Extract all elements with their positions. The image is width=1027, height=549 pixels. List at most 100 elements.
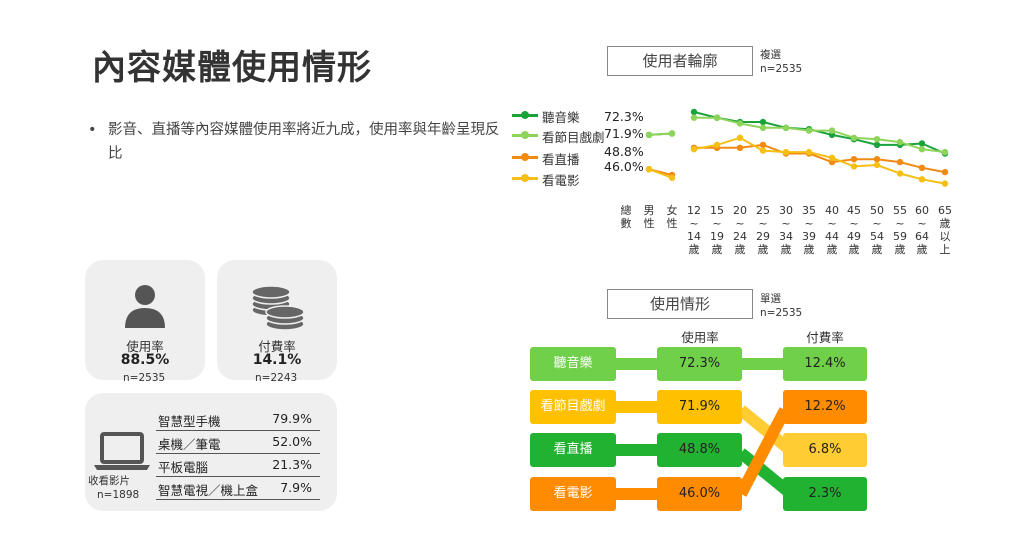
flow-usage-watch-shows: 71.9% (657, 390, 742, 424)
device-row: 平板電腦 21.3% (156, 454, 320, 477)
x-tick-label: 35~39歲 (802, 204, 816, 256)
summary-bullet: • 影音、直播等內容媒體使用率將近九成，使用率與年齡呈現反比 (88, 118, 500, 166)
data-point (668, 174, 676, 181)
usage-rate-n: n=2535 (123, 372, 166, 384)
x-tick-label: 20~24歲 (733, 204, 747, 256)
data-point (873, 161, 881, 169)
flow-usage-watch-live: 48.8% (657, 433, 742, 467)
legend-marker (521, 111, 529, 119)
total-value-label: 72.3% (604, 109, 644, 124)
data-point (828, 154, 836, 161)
x-tick-label: 40~44歲 (825, 204, 839, 256)
data-point (896, 138, 904, 146)
data-point (759, 147, 767, 154)
usage-rate-label: 使用率 (126, 339, 164, 354)
data-point (713, 114, 721, 121)
legend-label: 看節目戲劇 (542, 130, 605, 145)
device-value: 21.3% (272, 457, 312, 472)
data-point (690, 108, 698, 116)
data-point (713, 141, 721, 149)
total-value-label: 46.0% (604, 159, 644, 174)
data-point (759, 141, 767, 149)
x-tick-label: 男性 (643, 204, 655, 230)
profile-line-chart (645, 108, 949, 187)
series-line (693, 111, 946, 155)
flow-label-listen-music: 聽音樂 (530, 347, 616, 381)
data-point (759, 124, 767, 131)
profile-note-multi: 複選 (760, 49, 781, 61)
legend-label: 聽音樂 (542, 110, 580, 125)
series-line (693, 136, 946, 185)
total-value-label: 71.9% (604, 126, 644, 141)
x-tick-label: 25~29歲 (756, 204, 770, 256)
x-tick-label: 30~34歲 (779, 204, 793, 256)
legend-marker (521, 153, 529, 161)
series-line (694, 116, 946, 154)
x-tick-label: 55~59歲 (893, 204, 907, 256)
flow-usage-watch-movies: 46.0% (657, 477, 742, 511)
x-tick-label: 45~49歲 (847, 204, 861, 256)
data-point (850, 156, 858, 163)
data-point (759, 118, 767, 126)
flow-col-paid: 付費率 (806, 330, 844, 345)
data-point (736, 134, 744, 141)
flow-paid-watch-movies: 12.2% (783, 390, 867, 424)
data-point (941, 148, 949, 156)
device-value: 79.9% (272, 411, 312, 426)
profile-note-n: n=2535 (760, 63, 803, 75)
data-point (736, 120, 744, 127)
device-caption: 收看影片 (88, 475, 130, 487)
series-line (694, 143, 946, 174)
data-point (645, 166, 653, 173)
data-point (690, 146, 698, 153)
data-point (645, 131, 653, 139)
bullet-dot: • (88, 122, 97, 138)
data-point (941, 180, 949, 187)
x-tick-label: 女性 (666, 204, 678, 230)
legend-marker (521, 131, 529, 139)
usage-rate-value: 88.5% (120, 352, 170, 368)
device-row: 桌機／筆電 52.0% (156, 431, 320, 454)
legend-item-watch-movies: 看電影 (510, 170, 670, 188)
device-n: n=1898 (97, 489, 140, 501)
x-tick-label: 50~54歲 (870, 204, 884, 256)
device-card (85, 393, 337, 511)
page-title: 內容媒體使用情形 (92, 48, 372, 88)
x-tick-label: 60~64歲 (915, 204, 929, 256)
connector-live-right (737, 448, 794, 498)
flow-note-n: n=2535 (760, 307, 803, 319)
x-tick-label: 12~14歲 (687, 204, 701, 256)
paid-rate-label: 付費率 (258, 339, 296, 354)
flow-label-watch-movies: 看電影 (530, 477, 616, 511)
flow-panel-title: 使用情形 (607, 289, 753, 319)
summary-text: 影音、直播等內容媒體使用率將近九成，使用率與年齡呈現反比 (108, 122, 500, 162)
series-line (648, 132, 673, 136)
flow-col-usage: 使用率 (681, 330, 719, 345)
device-label: 智慧電視／機上盒 (158, 483, 259, 498)
data-point (736, 144, 744, 151)
usage-rate-card: 使用率 88.5% n=2535 (85, 260, 205, 384)
data-point (896, 158, 904, 166)
data-point (896, 170, 904, 177)
flow-label-watch-shows: 看節目戲劇 (530, 390, 616, 424)
legend-item-listen-music: 聽音樂 (510, 107, 670, 125)
device-label: 平板電腦 (158, 460, 209, 475)
legend-label: 看直播 (542, 152, 580, 167)
connector-movies-right (735, 407, 791, 497)
legend-marker (521, 174, 529, 182)
flow-label-watch-live: 看直播 (530, 433, 616, 467)
data-point (668, 130, 676, 137)
series-line (648, 168, 673, 179)
data-point (805, 127, 813, 134)
flow-paid-listen-music: 12.4% (783, 347, 867, 381)
data-point (918, 146, 926, 153)
total-value-label: 48.8% (604, 144, 644, 159)
data-point (828, 127, 836, 134)
flow-usage-listen-music: 72.3% (657, 347, 742, 381)
person-icon (125, 285, 165, 328)
data-point (873, 136, 881, 143)
device-row: 智慧型手機 79.9% (156, 408, 320, 431)
device-value: 7.9% (280, 480, 312, 495)
legend-item-watch-live: 看直播 (510, 149, 670, 167)
